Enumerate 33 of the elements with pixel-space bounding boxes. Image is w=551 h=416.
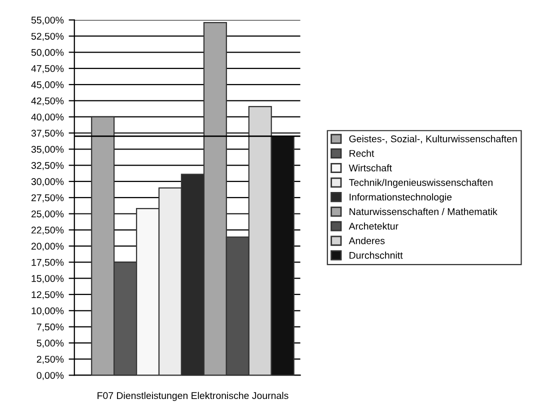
y-tick-label: 35,00% bbox=[31, 146, 64, 154]
y-tick-label: 17,50% bbox=[32, 258, 64, 267]
y-tick-label: 37,50% bbox=[31, 130, 64, 138]
y-tick-label: 0,00% bbox=[36, 372, 64, 380]
y-tick-label: 40,00% bbox=[31, 114, 64, 122]
y-tick-label: 45,00% bbox=[31, 81, 64, 90]
legend-label: Wirtschaft bbox=[348, 164, 392, 172]
y-tick-label: 22,50% bbox=[31, 226, 64, 235]
y-tick-label: 12,50% bbox=[32, 291, 64, 300]
y-tick-label: 5,00% bbox=[36, 340, 64, 348]
y-tick-label: 52,50% bbox=[31, 32, 64, 41]
legend-label: Technik/Ingenieuswissenschaften bbox=[349, 178, 492, 188]
y-tick-label: 20,00% bbox=[31, 242, 64, 251]
x-tick-label: F07 Dienstleistungen Elektronische Journals bbox=[98, 392, 288, 401]
legend-label: Durchschnitt bbox=[350, 252, 403, 259]
legend-label: Geistes-, Sozial-, Kulturwissenschaften bbox=[349, 135, 517, 144]
y-tick-label: 2,50% bbox=[36, 356, 64, 364]
legend-label: Naturwissenschaften / Mathematik bbox=[350, 208, 498, 216]
y-tick-label: 42,50% bbox=[31, 97, 64, 106]
y-tick-label: 10,00% bbox=[32, 307, 64, 316]
legend-label: Archetektur bbox=[348, 222, 398, 230]
legend-label: Recht bbox=[350, 150, 374, 157]
y-tick-label: 15,00% bbox=[32, 275, 64, 284]
y-tick-label: 50,00% bbox=[31, 49, 64, 58]
legend-label: Anderes bbox=[348, 237, 385, 244]
y-tick-label: 30,00% bbox=[31, 178, 64, 186]
y-tick-label: 55,00% bbox=[31, 16, 64, 25]
y-tick-label: 25,00% bbox=[31, 210, 64, 219]
y-tick-label: 32,50% bbox=[31, 162, 64, 170]
y-tick-label: 47,50% bbox=[31, 65, 64, 74]
y-tick-label: 7,50% bbox=[36, 324, 64, 332]
legend-label: Informationstechnologie bbox=[350, 193, 452, 202]
y-tick-label: 27,50% bbox=[31, 194, 64, 202]
